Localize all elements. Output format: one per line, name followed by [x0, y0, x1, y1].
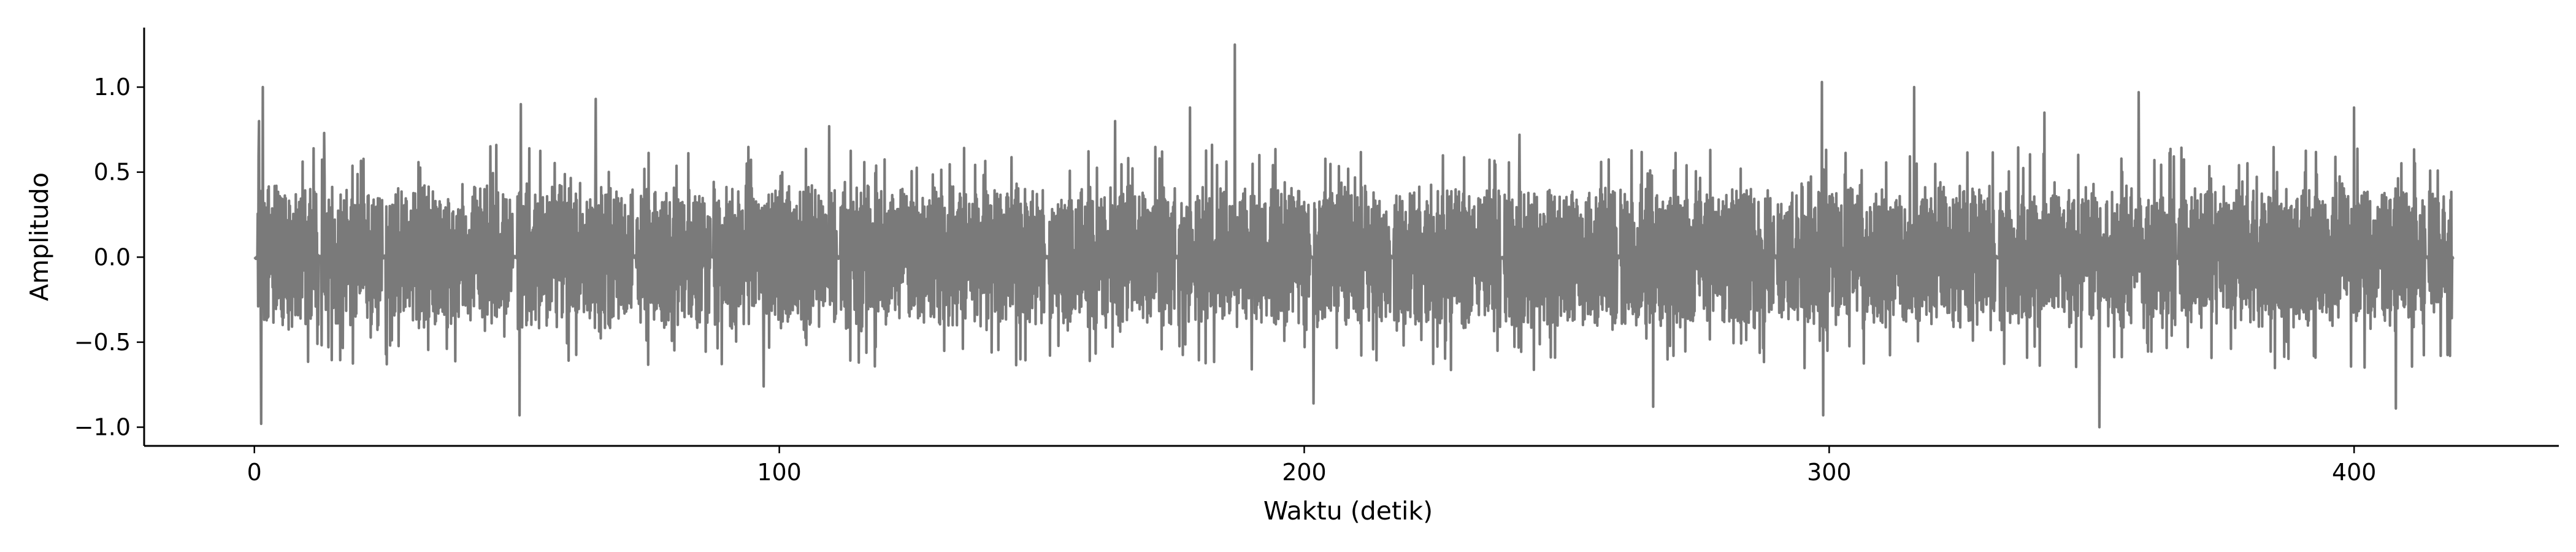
x-tick-label: 0 — [247, 459, 262, 486]
y-tick-label: 0.0 — [94, 243, 131, 270]
x-tick-label: 300 — [1807, 459, 1852, 486]
plot-area — [253, 43, 2455, 429]
x-tick-label: 200 — [1282, 459, 1327, 486]
y-tick-label: 1.0 — [94, 74, 131, 101]
y-tick-label: 0.5 — [94, 159, 131, 186]
x-ticks: 0 100 200 300 400 — [247, 446, 2377, 486]
y-ticks: −1.0 −0.5 0.0 0.5 1.0 — [74, 74, 144, 441]
x-tick-label: 400 — [2332, 459, 2377, 486]
x-axis-label: Waktu (detik) — [1263, 496, 1433, 526]
y-tick-label: −0.5 — [74, 329, 131, 356]
y-axis-label: Amplitudo — [25, 172, 54, 301]
signal-line — [253, 43, 2455, 429]
y-tick-label: −1.0 — [74, 414, 131, 441]
x-tick-label: 100 — [757, 459, 802, 486]
